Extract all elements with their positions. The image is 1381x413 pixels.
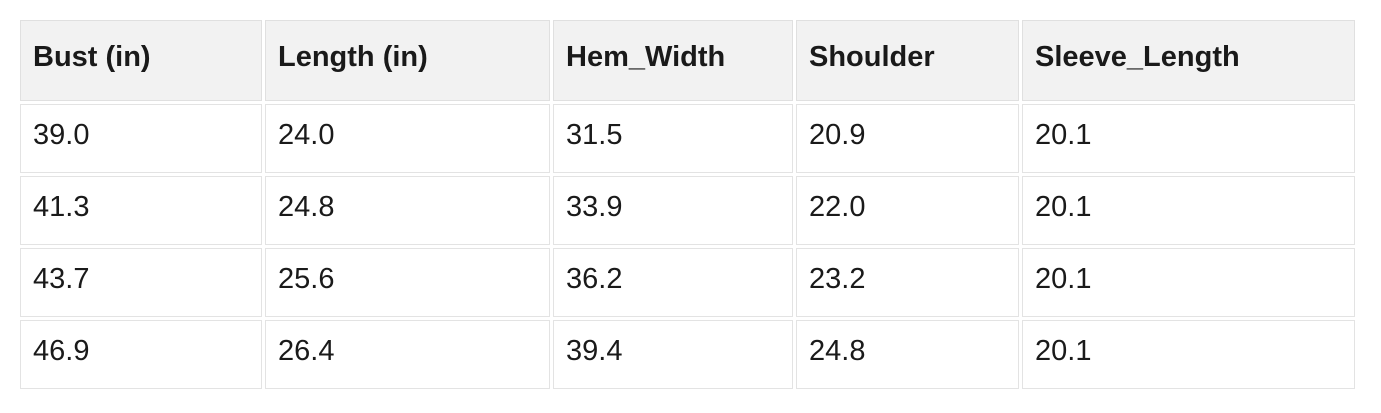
table-row: 46.9 26.4 39.4 24.8 20.1 xyxy=(20,320,1355,389)
table-cell: 20.9 xyxy=(796,104,1019,173)
table-container: Bust (in) Length (in) Hem_Width Shoulder Sle… xyxy=(17,17,1358,392)
column-header: Bust (in) xyxy=(20,20,262,101)
column-header: Length (in) xyxy=(265,20,550,101)
table-cell: 20.1 xyxy=(1022,104,1355,173)
table-cell: 25.6 xyxy=(265,248,550,317)
table-cell: 22.0 xyxy=(796,176,1019,245)
table-cell: 23.2 xyxy=(796,248,1019,317)
table-row: 43.7 25.6 36.2 23.2 20.1 xyxy=(20,248,1355,317)
table-cell: 20.1 xyxy=(1022,248,1355,317)
table-cell: 20.1 xyxy=(1022,176,1355,245)
column-header: Sleeve_Length xyxy=(1022,20,1355,101)
table-cell: 46.9 xyxy=(20,320,262,389)
table-cell: 36.2 xyxy=(553,248,793,317)
table-cell: 24.8 xyxy=(265,176,550,245)
table-cell: 31.5 xyxy=(553,104,793,173)
table-head: Bust (in) Length (in) Hem_Width Shoulder Sle… xyxy=(20,20,1355,101)
table-row: 39.0 24.0 31.5 20.9 20.1 xyxy=(20,104,1355,173)
table-cell: 24.0 xyxy=(265,104,550,173)
table-cell: 26.4 xyxy=(265,320,550,389)
column-header: Hem_Width xyxy=(553,20,793,101)
table-cell: 24.8 xyxy=(796,320,1019,389)
header-row: Bust (in) Length (in) Hem_Width Shoulder Sle… xyxy=(20,20,1355,101)
table-body: 39.0 24.0 31.5 20.9 20.1 41.3 24.8 33.9 22.0 20.1… xyxy=(20,104,1355,389)
table-cell: 39.0 xyxy=(20,104,262,173)
table-cell: 20.1 xyxy=(1022,320,1355,389)
table-cell: 39.4 xyxy=(553,320,793,389)
measurements-table: Bust (in) Length (in) Hem_Width Shoulder Sle… xyxy=(17,17,1358,392)
table-cell: 33.9 xyxy=(553,176,793,245)
table-row: 41.3 24.8 33.9 22.0 20.1 xyxy=(20,176,1355,245)
column-header: Shoulder xyxy=(796,20,1019,101)
table-cell: 41.3 xyxy=(20,176,262,245)
table-cell: 43.7 xyxy=(20,248,262,317)
